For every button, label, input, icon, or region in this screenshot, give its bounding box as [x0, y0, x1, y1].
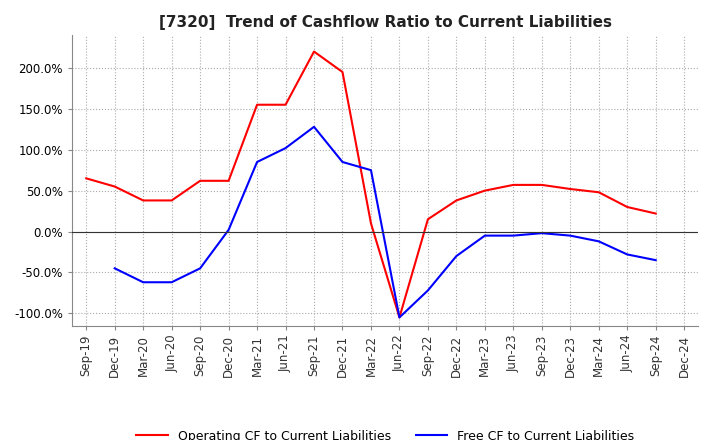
Operating CF to Current Liabilities	[282, 102, 290, 107]
Operating CF to Current Liabilities	[253, 102, 261, 107]
Free CF to Current Liabilities	[623, 252, 631, 257]
Free CF to Current Liabilities	[423, 288, 432, 293]
Free CF to Current Liabilities	[595, 239, 603, 244]
Free CF to Current Liabilities	[196, 266, 204, 271]
Free CF to Current Liabilities	[310, 124, 318, 129]
Operating CF to Current Liabilities	[196, 178, 204, 183]
Line: Free CF to Current Liabilities: Free CF to Current Liabilities	[114, 127, 656, 317]
Free CF to Current Liabilities	[282, 146, 290, 151]
Free CF to Current Liabilities	[652, 257, 660, 263]
Operating CF to Current Liabilities	[82, 176, 91, 181]
Operating CF to Current Liabilities	[366, 221, 375, 226]
Operating CF to Current Liabilities	[395, 315, 404, 320]
Operating CF to Current Liabilities	[225, 178, 233, 183]
Operating CF to Current Liabilities	[623, 204, 631, 209]
Title: [7320]  Trend of Cashflow Ratio to Current Liabilities: [7320] Trend of Cashflow Ratio to Curren…	[158, 15, 612, 30]
Free CF to Current Liabilities	[566, 233, 575, 238]
Operating CF to Current Liabilities	[480, 188, 489, 193]
Line: Operating CF to Current Liabilities: Operating CF to Current Liabilities	[86, 51, 656, 317]
Free CF to Current Liabilities	[139, 279, 148, 285]
Operating CF to Current Liabilities	[537, 182, 546, 187]
Operating CF to Current Liabilities	[423, 216, 432, 222]
Operating CF to Current Liabilities	[595, 190, 603, 195]
Operating CF to Current Liabilities	[566, 187, 575, 192]
Operating CF to Current Liabilities	[139, 198, 148, 203]
Free CF to Current Liabilities	[480, 233, 489, 238]
Free CF to Current Liabilities	[366, 168, 375, 173]
Free CF to Current Liabilities	[338, 159, 347, 165]
Legend: Operating CF to Current Liabilities, Free CF to Current Liabilities: Operating CF to Current Liabilities, Fre…	[131, 425, 639, 440]
Operating CF to Current Liabilities	[509, 182, 518, 187]
Operating CF to Current Liabilities	[110, 184, 119, 189]
Free CF to Current Liabilities	[110, 266, 119, 271]
Free CF to Current Liabilities	[395, 315, 404, 320]
Free CF to Current Liabilities	[509, 233, 518, 238]
Free CF to Current Liabilities	[167, 279, 176, 285]
Free CF to Current Liabilities	[537, 231, 546, 236]
Free CF to Current Liabilities	[452, 253, 461, 259]
Operating CF to Current Liabilities	[338, 70, 347, 75]
Operating CF to Current Liabilities	[652, 211, 660, 216]
Operating CF to Current Liabilities	[452, 198, 461, 203]
Operating CF to Current Liabilities	[310, 49, 318, 54]
Operating CF to Current Liabilities	[167, 198, 176, 203]
Free CF to Current Liabilities	[225, 227, 233, 232]
Free CF to Current Liabilities	[253, 159, 261, 165]
